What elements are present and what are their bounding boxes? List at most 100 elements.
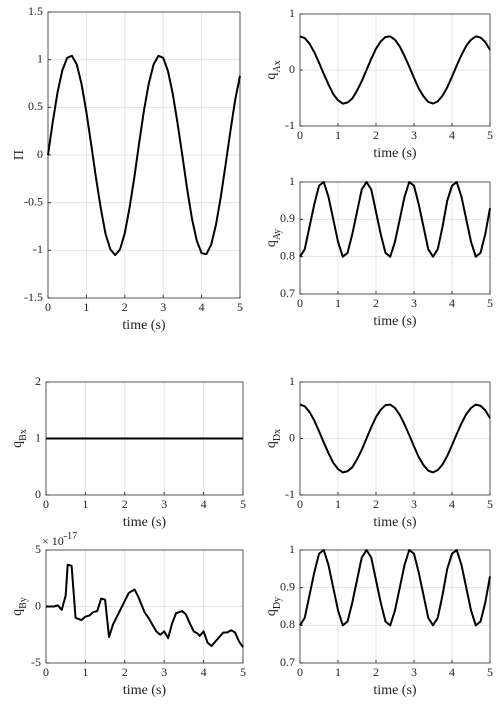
x-tick-label: 1	[82, 497, 88, 511]
data-line	[299, 35, 491, 105]
x-tick-label: 1	[83, 300, 89, 314]
axes-frame	[299, 549, 491, 664]
y-tick-label: -1	[285, 487, 295, 501]
y-multiplier: × 10-17	[42, 531, 77, 548]
x-tick-label: 2	[373, 665, 379, 679]
axes-frame	[299, 381, 491, 496]
panel: 0 1 2 3 4 5 0 1 2 time (s) qBx	[10, 374, 246, 530]
data-line	[299, 403, 491, 474]
y-axis-label-sub: Dy	[272, 597, 283, 609]
x-tick-label: 4	[449, 296, 455, 310]
y-multiplier-base: × 10	[42, 534, 64, 548]
x-axis-label: time (s)	[373, 146, 416, 161]
x-tick-label: 1	[335, 497, 341, 511]
x-tick-label: 3	[411, 665, 417, 679]
x-tick-label: 0	[297, 665, 303, 679]
x-tick-label: 2	[122, 665, 128, 679]
axes-frame	[299, 13, 491, 127]
y-axis-label-base: q	[264, 609, 279, 616]
y-axis-label: qDy	[264, 597, 283, 616]
x-tick-label: 0	[297, 497, 303, 511]
y-tick-label: -5	[31, 655, 41, 669]
x-tick-label: 3	[161, 665, 167, 679]
x-tick-label: 4	[199, 300, 205, 314]
y-axis-label-base: q	[264, 441, 279, 448]
data-line	[299, 549, 491, 627]
x-tick-label: 5	[487, 497, 493, 511]
x-tick-label: 4	[449, 665, 455, 679]
y-axis-label-base: q	[264, 73, 279, 80]
y-tick-label: 1	[289, 374, 295, 388]
x-tick-label: 2	[373, 128, 379, 142]
x-tick-label: 5	[487, 128, 493, 142]
y-tick-label: -1.5	[24, 290, 43, 304]
x-tick-label: 5	[487, 296, 493, 310]
y-multiplier-exponent: -17	[64, 531, 77, 542]
x-tick-label: 1	[335, 296, 341, 310]
y-axis-label-base: Π	[12, 150, 27, 160]
x-axis-label: time (s)	[373, 683, 416, 698]
y-tick-label: 0	[37, 147, 43, 161]
y-tick-label: 1.5	[28, 4, 43, 18]
y-axis-label-sub: Ax	[272, 60, 283, 72]
panel: 0 1 2 3 4 5 0.7 0.8 0.9 1 time (s) qAy	[264, 174, 493, 329]
x-tick-label: 0	[297, 296, 303, 310]
data-line	[47, 54, 241, 257]
x-tick-label: 1	[335, 665, 341, 679]
x-axis-label: time (s)	[123, 683, 166, 698]
y-axis-label-sub: Dx	[272, 429, 283, 441]
x-tick-label: 5	[240, 665, 246, 679]
y-tick-label: 0.8	[280, 617, 295, 631]
y-tick-label: 5	[35, 542, 41, 556]
y-tick-label: -0.5	[24, 194, 43, 208]
x-tick-label: 5	[487, 665, 493, 679]
x-tick-label: 2	[373, 296, 379, 310]
x-axis-label: time (s)	[123, 515, 166, 530]
x-tick-label: 0	[43, 665, 49, 679]
y-axis-label: qDx	[264, 429, 283, 448]
y-axis-label-sub: Bx	[18, 429, 29, 441]
x-tick-label: 4	[201, 665, 207, 679]
y-tick-label: 1	[289, 542, 295, 556]
x-tick-label: 2	[122, 497, 128, 511]
x-tick-label: 0	[45, 300, 51, 314]
y-tick-label: 1	[37, 51, 43, 65]
x-axis-label: time (s)	[373, 515, 416, 530]
y-tick-label: 0.7	[280, 286, 295, 300]
x-axis-label: time (s)	[373, 314, 416, 329]
x-tick-label: 3	[411, 296, 417, 310]
y-axis-label-sub: Ay	[272, 229, 283, 240]
x-tick-label: 2	[122, 300, 128, 314]
y-tick-label: 1	[35, 430, 41, 444]
y-tick-label: -1	[285, 118, 295, 132]
y-axis-label: qAy	[264, 229, 283, 247]
y-tick-label: 0	[35, 598, 41, 612]
y-tick-label: 0	[289, 62, 295, 76]
y-tick-label: 0.8	[280, 248, 295, 262]
x-tick-label: 4	[201, 497, 207, 511]
y-tick-label: 0	[35, 487, 41, 501]
y-tick-label: 1	[289, 174, 295, 188]
y-tick-label: 0.9	[280, 211, 295, 225]
y-axis-label: qBx	[10, 429, 29, 448]
x-tick-label: 3	[160, 300, 166, 314]
y-tick-label: 0.7	[280, 655, 295, 669]
panel: 0 1 2 3 4 5 0.7 0.8 0.9 1 time (s) qDy	[264, 542, 493, 698]
y-tick-label: 0.9	[280, 579, 295, 593]
x-tick-label: 1	[335, 128, 341, 142]
x-tick-label: 0	[297, 128, 303, 142]
y-tick-label: 0	[289, 430, 295, 444]
y-tick-label: 2	[35, 374, 41, 388]
axes-frame	[299, 181, 491, 295]
y-axis-label-sub: By	[18, 597, 29, 609]
y-tick-label: 1	[289, 6, 295, 20]
y-axis-label: qBy	[10, 597, 29, 616]
data-line	[46, 563, 244, 648]
y-axis-label: qAx	[264, 60, 283, 79]
y-axis-label-base: q	[10, 609, 25, 616]
x-tick-label: 5	[240, 497, 246, 511]
